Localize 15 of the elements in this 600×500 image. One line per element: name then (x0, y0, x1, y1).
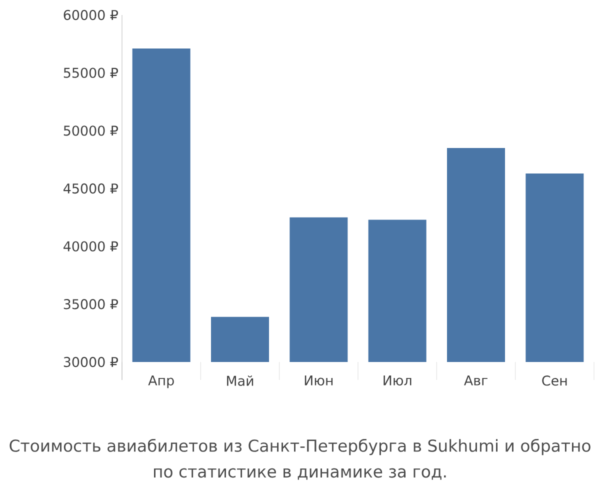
y-tick-label: 50000 ₽ (64, 126, 118, 136)
x-tick-label: Авг (464, 375, 488, 386)
y-tick-label: 60000 ₽ (64, 10, 118, 20)
x-tick-label: Июн (304, 375, 333, 386)
x-tick-label: Май (227, 376, 254, 386)
y-tick-label: 45000 ₽ (64, 183, 118, 194)
x-tick-label: Сен (542, 376, 567, 386)
y-tick-label: 35000 ₽ (64, 299, 118, 310)
text: по статистике в динамике за год. (154, 468, 446, 480)
x-tick-label: Апр (148, 375, 174, 388)
text: Стоимость авиабилетов из Санкт-Петербурга в Sukhumi и обратно (10, 438, 590, 456)
x-tick-label: Июл (384, 375, 412, 386)
y-tick-label: 40000 ₽ (64, 241, 118, 252)
y-tick-label: 30000 ₽ (64, 356, 118, 368)
y-tick-label: 55000 ₽ (64, 68, 118, 78)
